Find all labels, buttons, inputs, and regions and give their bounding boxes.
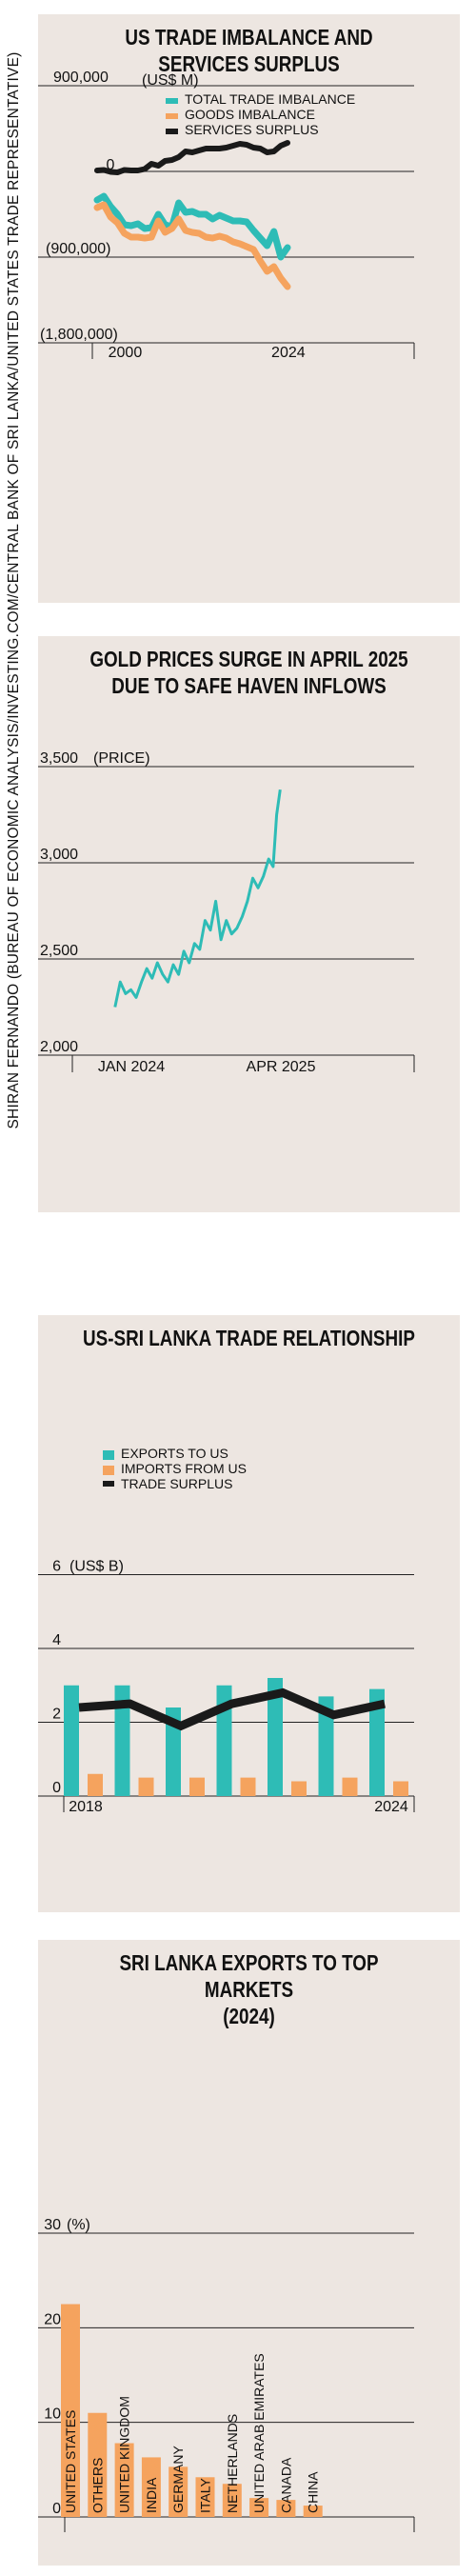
- chart-trade-imbalance: 900,000 0 (900,000) (1,800,000) (US$ M) 2000 2…: [38, 70, 415, 361]
- y-tick-label: 20: [44, 2311, 61, 2327]
- panel-export-markets: SRI LANKA EXPORTS TO TOP MARKETS (2024) …: [38, 1940, 460, 2566]
- category-label: ITALY: [198, 2478, 213, 2513]
- x-tick-label: APR 2025: [247, 1059, 316, 1075]
- bar-imports: [189, 1777, 205, 1796]
- series-line-1: [93, 201, 291, 290]
- y-tick-label: 6: [52, 1559, 61, 1575]
- category-label: NETHERLANDS: [225, 2414, 240, 2513]
- x-tick-label: 2024: [271, 345, 306, 361]
- bar-exports: [268, 1678, 283, 1796]
- legend-swatch: [103, 1450, 114, 1460]
- bar-export-share: [276, 2500, 296, 2517]
- y-tick-label: 0: [52, 2501, 61, 2517]
- chart-export-markets: 30 20 10 0 (%) UNITED STATES OTHERS UNITED KING…: [38, 2217, 415, 2532]
- source-credit-text: SHIRAN FERNANDO (BUREAU OF ECONOMIC ANAL…: [6, 51, 22, 1129]
- legend-label: IMPORTS FROM US: [121, 1461, 247, 1476]
- y-tick-label: 0: [107, 157, 115, 173]
- chart-title-line1: US-SRI LANKA TRADE RELATIONSHIP: [83, 1326, 415, 1350]
- bar-imports: [88, 1773, 103, 1796]
- bar-imports: [291, 1781, 307, 1796]
- legend-swatch: [166, 98, 178, 104]
- bar-export-share: [222, 2484, 242, 2517]
- chart-title-line2: DUE TO SAFE HAVEN INFLOWS: [111, 673, 387, 698]
- chart-title-line1: SRI LANKA EXPORTS TO TOP MARKETS: [119, 1950, 379, 2002]
- y-tick-label: 4: [52, 1632, 61, 1648]
- chart-title-line2: SERVICES SURPLUS: [158, 51, 340, 76]
- bar-exports: [64, 1685, 79, 1796]
- x-tick-label: 2000: [109, 345, 143, 361]
- gold-price-line: [113, 789, 282, 1008]
- legend-label: GOODS IMBALANCE: [185, 107, 315, 122]
- chart-trade-relationship: 6 4 2 0 (US$ B) 2018 2024 EXPORTS TO USIMPORTS …: [38, 1446, 415, 1815]
- category-label: CANADA: [278, 2457, 293, 2513]
- bar-exports: [318, 1696, 334, 1796]
- category-label: UNITED KINGDOM: [117, 2396, 132, 2513]
- y-tick-label: 2,000: [40, 1039, 78, 1055]
- bar-export-share: [249, 2498, 269, 2517]
- trade-surplus-line: [78, 1687, 386, 1731]
- y-tick-label: 3,000: [40, 847, 78, 863]
- category-label: CHINA: [306, 2471, 321, 2513]
- bar-exports: [114, 1685, 130, 1796]
- category-label: UNITED STATES: [63, 2410, 78, 2513]
- y-tick-label: 0: [52, 1780, 61, 1796]
- y-tick-label: 900,000: [53, 70, 109, 86]
- legend-swatch: [166, 113, 178, 119]
- y-tick-label: 30: [44, 2217, 61, 2233]
- chart-title: US-SRI LANKA TRADE RELATIONSHIP: [76, 1325, 422, 1351]
- x-tick-label: 2018: [69, 1799, 103, 1815]
- series-line-0: [93, 192, 291, 261]
- bar-exports: [166, 1707, 181, 1796]
- panel-trade-relationship: US-SRI LANKA TRADE RELATIONSHIP 6 4 2 0 (US$…: [38, 1315, 460, 1912]
- series-line-2: [94, 140, 290, 175]
- chart-gold-prices: 3,500 3,000 2,500 2,000 (PRICE) JAN 2024 APR 2…: [38, 750, 415, 1075]
- chart-title: SRI LANKA EXPORTS TO TOP MARKETS (2024): [76, 1949, 422, 2029]
- bar-export-share: [169, 2466, 188, 2517]
- y-tick-label: 2: [52, 1707, 61, 1723]
- bar-exports: [369, 1688, 385, 1796]
- bar-export-share: [141, 2457, 161, 2517]
- panel-gold-prices: GOLD PRICES SURGE IN APRIL 2025 DUE TO S…: [38, 636, 460, 1212]
- y-tick-label: (900,000): [46, 241, 111, 257]
- y-tick-label: 3,500: [40, 750, 78, 767]
- legend-swatch: [103, 1466, 114, 1475]
- category-label: UNITED ARAB EMIRATES: [251, 2353, 267, 2513]
- bar-export-share: [114, 2443, 134, 2517]
- x-tick-label: 2024: [374, 1799, 408, 1815]
- bar-imports: [240, 1777, 256, 1796]
- legend-swatch: [166, 129, 178, 134]
- bar-export-share: [303, 2506, 323, 2517]
- bar-export-share: [61, 2304, 80, 2517]
- y-tick-label: 10: [44, 2406, 61, 2423]
- y-unit-label: (PRICE): [93, 750, 150, 767]
- y-unit-label: (%): [67, 2217, 90, 2233]
- x-tick-label: JAN 2024: [98, 1059, 165, 1075]
- chart-title-line2: (2024): [223, 2004, 275, 2028]
- bar-imports: [342, 1777, 358, 1796]
- chart-title: US TRADE IMBALANCE AND SERVICES SURPLUS: [76, 24, 422, 77]
- y-tick-label: 2,500: [40, 943, 78, 959]
- category-label: OTHERS: [89, 2458, 105, 2513]
- legend-label: TOTAL TRADE IMBALANCE: [185, 91, 355, 107]
- y-tick-label: (1,800,000): [40, 327, 118, 343]
- bar-export-share: [88, 2412, 108, 2517]
- category-label: GERMANY: [170, 2446, 186, 2513]
- panel-trade-imbalance: US TRADE IMBALANCE AND SERVICES SURPLUS …: [38, 14, 460, 603]
- legend-label: TRADE SURPLUS: [121, 1476, 232, 1491]
- legend-label: SERVICES SURPLUS: [185, 122, 319, 137]
- bar-export-share: [195, 2477, 215, 2517]
- y-unit-label: (US$ M): [142, 72, 199, 89]
- legend-label: EXPORTS TO US: [121, 1446, 228, 1461]
- chart-title-line1: GOLD PRICES SURGE IN APRIL 2025: [89, 647, 408, 671]
- chart-title: GOLD PRICES SURGE IN APRIL 2025 DUE TO S…: [76, 646, 422, 699]
- source-credit: SHIRAN FERNANDO (BUREAU OF ECONOMIC ANAL…: [0, 0, 29, 2576]
- bar-imports: [393, 1781, 408, 1796]
- bar-imports: [138, 1777, 154, 1796]
- chart-title-line1: US TRADE IMBALANCE AND: [125, 25, 373, 50]
- category-label: INDIA: [144, 2477, 159, 2513]
- legend-swatch: [103, 1481, 114, 1487]
- y-unit-label: (US$ B): [69, 1559, 124, 1575]
